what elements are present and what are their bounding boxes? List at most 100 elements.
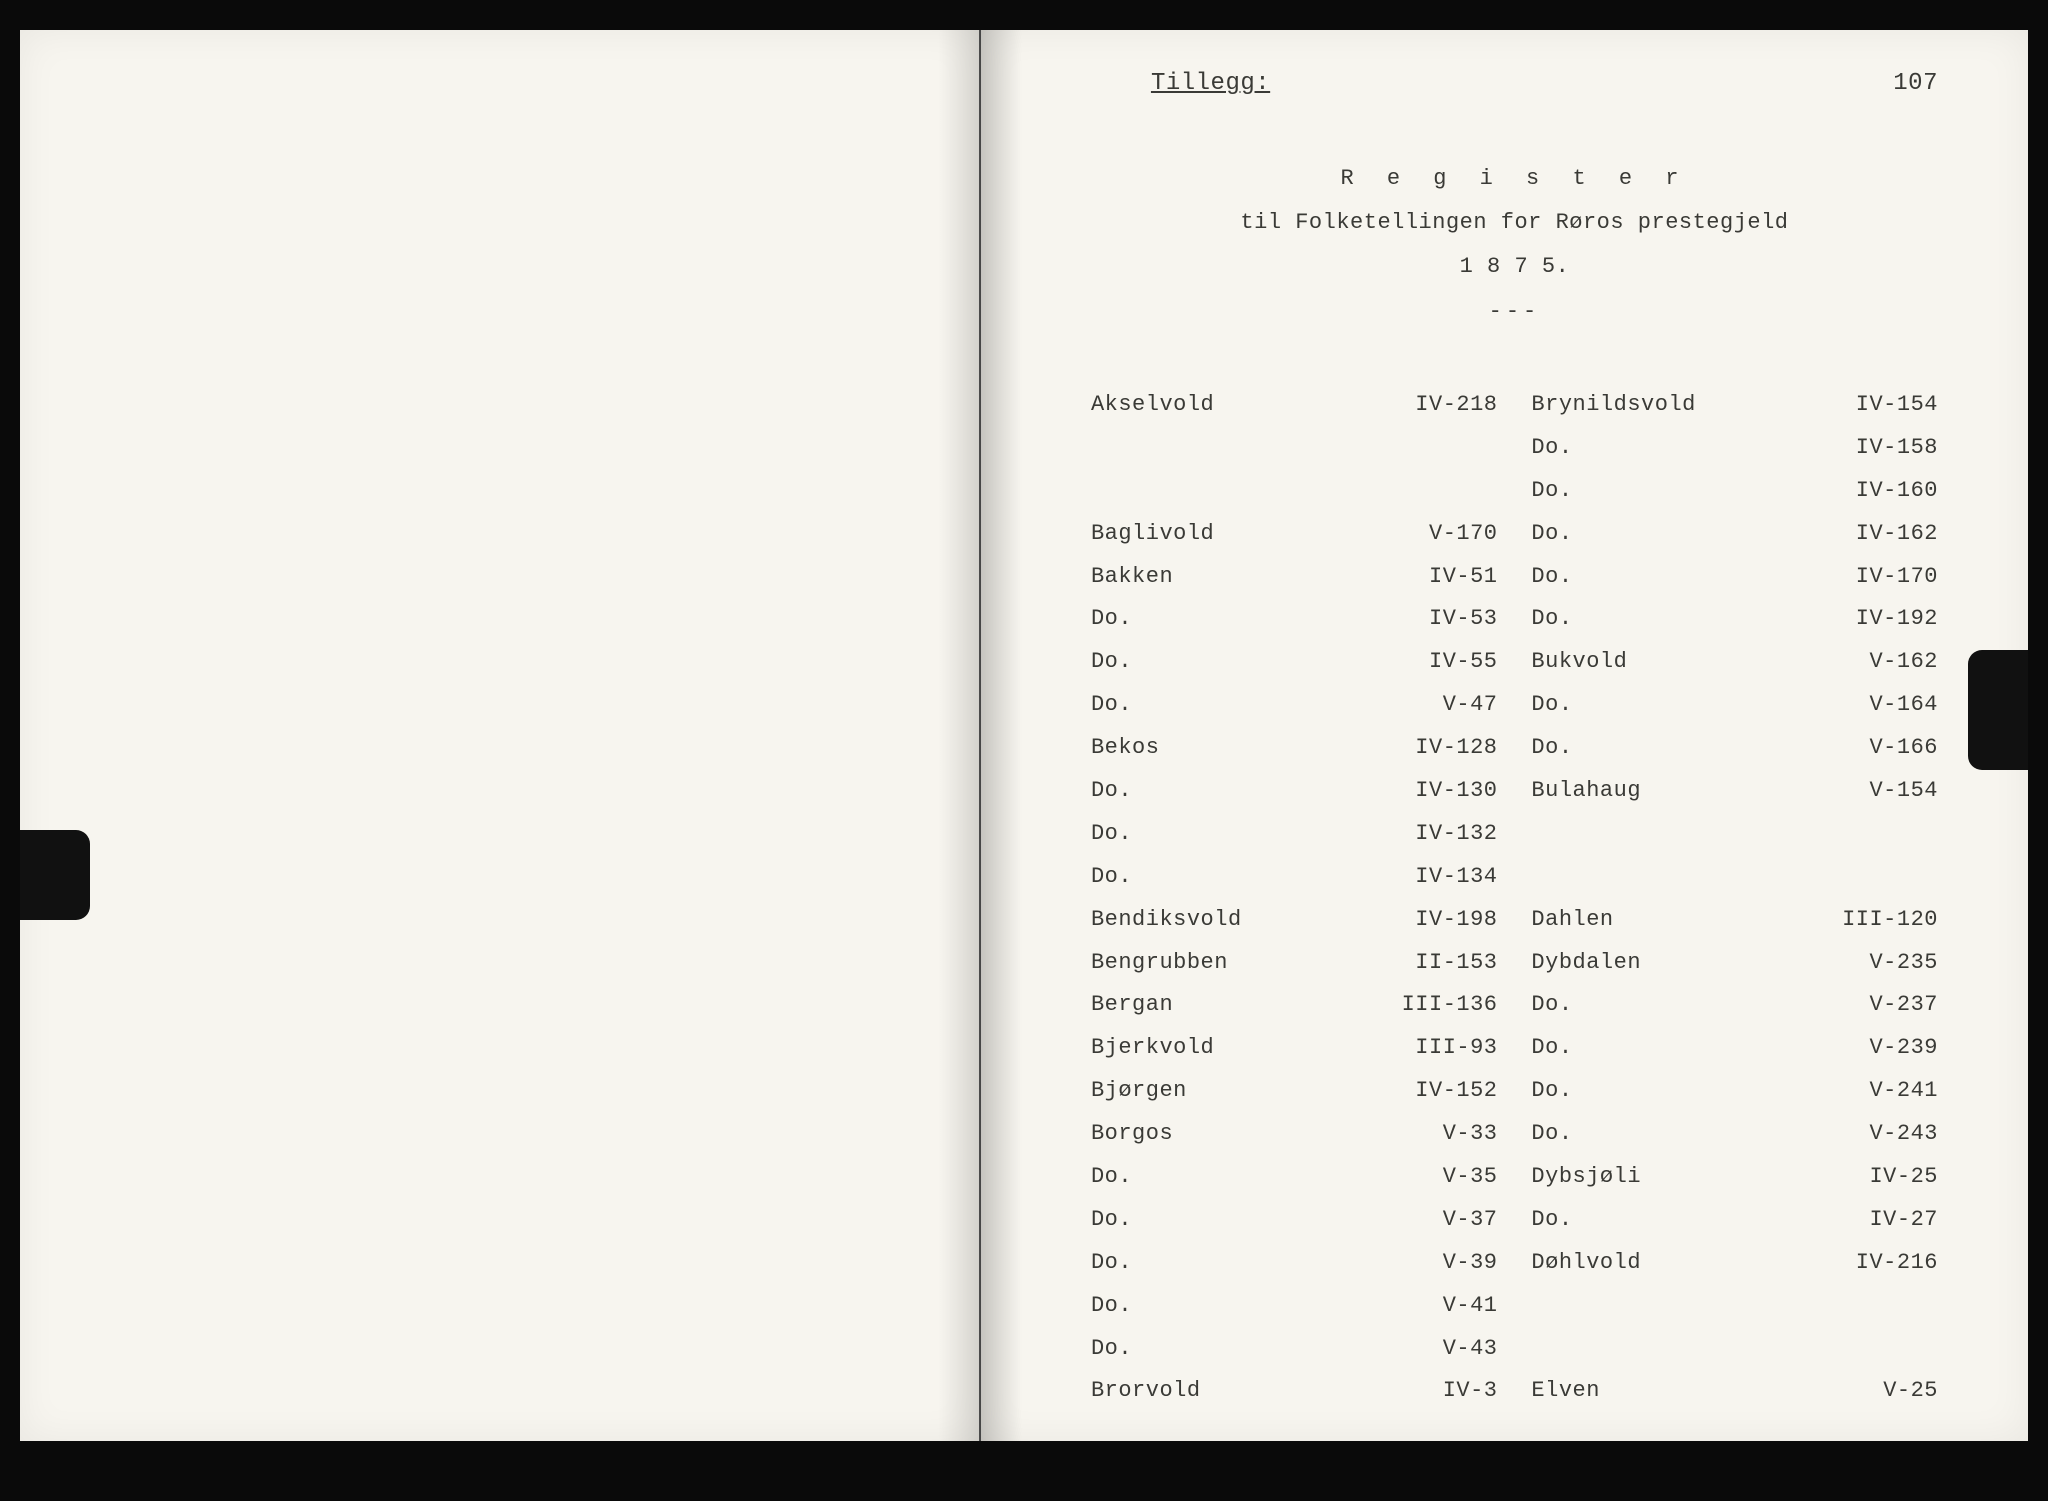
entry-ref: V-241 <box>1828 1070 1938 1113</box>
entry-name: Do. <box>1531 598 1731 641</box>
top-line: Tillegg: 107 <box>1091 70 1938 97</box>
right-page: Tillegg: 107 R e g i s t e r til Folkete… <box>981 30 2028 1441</box>
entry-ref: V-235 <box>1828 942 1938 985</box>
register-row: Do. V-241 <box>1531 1070 1938 1113</box>
entry-ref: IV-192 <box>1828 598 1938 641</box>
entry-name: Akselvold <box>1091 384 1291 427</box>
register-row: BakkenIV-51 <box>1091 556 1498 599</box>
entry-name <box>1531 813 1731 856</box>
entry-ref: V-166 <box>1828 727 1938 770</box>
register-row: BrynildsvoldIV-154 <box>1531 384 1938 427</box>
entry-ref: V-25 <box>1828 1370 1938 1413</box>
entry-ref: V-162 <box>1828 641 1938 684</box>
header-subtitle: til Folketellingen for Røros prestegjeld <box>1091 201 1938 245</box>
entry-ref: III-120 <box>1828 899 1938 942</box>
register-row: BjørgenIV-152 <box>1091 1070 1498 1113</box>
entry-ref: V-164 <box>1828 684 1938 727</box>
entry-name: Do. <box>1091 813 1291 856</box>
entry-name <box>1531 856 1731 899</box>
entry-ref: IV-160 <box>1828 470 1938 513</box>
register-row <box>1091 470 1498 513</box>
register-column-right: BrynildsvoldIV-154Do.IV-158Do.IV-160Do.I… <box>1531 384 1938 1413</box>
entry-name <box>1531 1328 1731 1371</box>
entry-name: Do. <box>1531 1027 1731 1070</box>
entry-name: Do. <box>1091 684 1291 727</box>
register-row <box>1091 427 1498 470</box>
register-columns: AkselvoldIV-218 BaglivoldV-170BakkenIV-5… <box>1091 384 1938 1413</box>
register-row: Do. V-39 <box>1091 1242 1498 1285</box>
register-row: Do. V-166 <box>1531 727 1938 770</box>
register-row: Do. IV-160 <box>1531 470 1938 513</box>
entry-name: Do. <box>1091 856 1291 899</box>
entry-name: Dahlen <box>1531 899 1731 942</box>
entry-name: Do. <box>1091 1199 1291 1242</box>
entry-ref <box>1388 470 1498 513</box>
header-register: R e g i s t e r <box>1091 157 1938 201</box>
register-row: Do. IV-192 <box>1531 598 1938 641</box>
register-row: Do.V-237 <box>1531 984 1938 1027</box>
register-row: Bukvold V-162 <box>1531 641 1938 684</box>
entry-name: Baglivold <box>1091 513 1291 556</box>
header-block: R e g i s t e r til Folketellingen for R… <box>1091 157 1938 289</box>
header-year: 1 8 7 5. <box>1091 245 1938 289</box>
entry-ref: V-43 <box>1388 1328 1498 1371</box>
entry-name: Do. <box>1091 641 1291 684</box>
entry-ref: IV-128 <box>1388 727 1498 770</box>
entry-name <box>1091 470 1291 513</box>
entry-ref <box>1828 856 1938 899</box>
register-row: Dybdalen V-235 <box>1531 942 1938 985</box>
entry-name: Do. <box>1531 684 1731 727</box>
entry-name: Bulahaug <box>1531 770 1731 813</box>
entry-name: Do. <box>1531 727 1731 770</box>
register-row: Do.IV-132 <box>1091 813 1498 856</box>
entry-ref: IV-25 <box>1828 1156 1938 1199</box>
register-row: Do. V-35 <box>1091 1156 1498 1199</box>
entry-ref: IV-134 <box>1388 856 1498 899</box>
register-row: Do.IV-53 <box>1091 598 1498 641</box>
entry-name: Do. <box>1531 470 1731 513</box>
binder-clip-right <box>1968 650 2028 770</box>
register-row: Do. IV-134 <box>1091 856 1498 899</box>
register-row: Do.V-41 <box>1091 1285 1498 1328</box>
register-row: Dahlen III-120 <box>1531 899 1938 942</box>
entry-ref: V-39 <box>1388 1242 1498 1285</box>
entry-name: Bengrubben <box>1091 942 1291 985</box>
entry-name: Brynildsvold <box>1531 384 1731 427</box>
entry-ref <box>1388 427 1498 470</box>
register-row: BjerkvoldIII-93 <box>1091 1027 1498 1070</box>
register-row: Do.V-239 <box>1531 1027 1938 1070</box>
entry-name: Dybdalen <box>1531 942 1731 985</box>
entry-name: Do. <box>1531 513 1731 556</box>
entry-ref: IV-130 <box>1388 770 1498 813</box>
entry-name: Do. <box>1091 598 1291 641</box>
entry-name: Do. <box>1091 1156 1291 1199</box>
binder-clip-left <box>20 830 90 920</box>
entry-ref: II-153 <box>1388 942 1498 985</box>
entry-name: Døhlvold <box>1531 1242 1731 1285</box>
register-row: DøhlvoldIV-216 <box>1531 1242 1938 1285</box>
entry-name: Do. <box>1091 1242 1291 1285</box>
register-row: AkselvoldIV-218 <box>1091 384 1498 427</box>
register-row: Do. V-164 <box>1531 684 1938 727</box>
page-number: 107 <box>1893 70 1938 97</box>
appendix-label: Tillegg: <box>1151 70 1270 97</box>
entry-name: Bekos <box>1091 727 1291 770</box>
register-row: Do.IV-27 <box>1531 1199 1938 1242</box>
entry-ref: V-35 <box>1388 1156 1498 1199</box>
entry-name: Bjørgen <box>1091 1070 1291 1113</box>
entry-name <box>1091 427 1291 470</box>
entry-name: Dybsjøli <box>1531 1156 1731 1199</box>
register-row <box>1531 813 1938 856</box>
register-row <box>1531 1285 1938 1328</box>
register-row: Elven V-25 <box>1531 1370 1938 1413</box>
entry-name: Do. <box>1531 1070 1731 1113</box>
entry-name: Elven <box>1531 1370 1731 1413</box>
entry-name: Do. <box>1091 1328 1291 1371</box>
entry-name: Bukvold <box>1531 641 1731 684</box>
register-row: BulahaugV-154 <box>1531 770 1938 813</box>
entry-ref: IV-51 <box>1388 556 1498 599</box>
register-row: Do.V-37 <box>1091 1199 1498 1242</box>
entry-ref: V-237 <box>1828 984 1938 1027</box>
entry-ref: V-243 <box>1828 1113 1938 1156</box>
register-row: Do.IV-170 <box>1531 556 1938 599</box>
